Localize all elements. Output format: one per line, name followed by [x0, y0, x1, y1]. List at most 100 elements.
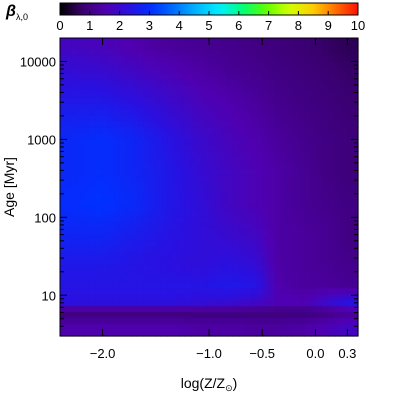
- heatmap-cell: [71, 300, 79, 307]
- heatmap-cell: [77, 91, 85, 99]
- heatmap-cell: [298, 258, 305, 266]
- heatmap-cell: [119, 97, 127, 105]
- heatmap-cell: [203, 127, 210, 134]
- heatmap-cell: [107, 115, 115, 123]
- heatmap-cell: [203, 91, 210, 99]
- heatmap-cell: [286, 234, 294, 242]
- heatmap-cell: [316, 103, 323, 111]
- heatmap-cell: [179, 288, 186, 295]
- heatmap-cell: [298, 192, 305, 200]
- heatmap-cell: [167, 181, 174, 188]
- heatmap-cell: [71, 258, 79, 266]
- heatmap-cell: [346, 252, 353, 260]
- heatmap-cell: [268, 192, 276, 200]
- heatmap-cell: [256, 318, 264, 325]
- heatmap-cell: [214, 282, 222, 289]
- heatmap-cell: [125, 163, 133, 170]
- heatmap-cell: [340, 38, 347, 45]
- heatmap-cell: [256, 288, 264, 295]
- heatmap-cell: [274, 139, 282, 146]
- heatmap-cell: [179, 282, 186, 289]
- heatmap-cell: [286, 192, 294, 200]
- heatmap-cell: [214, 234, 222, 242]
- heatmap-cell: [346, 73, 353, 81]
- heatmap-cell: [173, 306, 180, 313]
- heatmap-cell: [197, 79, 204, 87]
- heatmap-cell: [101, 324, 109, 331]
- heatmap-cell: [274, 210, 282, 218]
- heatmap-cell: [149, 175, 156, 182]
- heatmap-cell: [89, 151, 97, 158]
- heatmap-cell: [286, 61, 294, 69]
- heatmap-cell: [179, 204, 186, 212]
- heatmap-cell: [119, 55, 127, 63]
- heatmap-cell: [197, 175, 204, 182]
- heatmap-cell: [60, 157, 67, 164]
- heatmap-cell: [310, 204, 317, 212]
- heatmap-cell: [274, 234, 282, 242]
- heatmap-cell: [113, 204, 121, 212]
- heatmap-cell: [280, 228, 288, 236]
- heatmap-cell: [185, 264, 192, 272]
- heatmap-cell: [137, 103, 145, 111]
- heatmap-cell: [292, 163, 299, 170]
- heatmap-cell: [107, 252, 115, 260]
- heatmap-cell: [60, 198, 67, 206]
- heatmap-cell: [137, 312, 145, 319]
- heatmap-cell: [214, 258, 222, 266]
- heatmap-cell: [298, 139, 305, 146]
- heatmap-cell: [232, 222, 240, 230]
- heatmap-cell: [322, 103, 329, 111]
- heatmap-cell: [167, 145, 174, 152]
- heatmap-cell: [71, 324, 79, 331]
- heatmap-cell: [292, 282, 299, 289]
- heatmap-cell: [60, 276, 67, 283]
- heatmap-cell: [280, 216, 288, 224]
- heatmap-cell: [310, 276, 317, 283]
- heatmap-cell: [316, 157, 323, 164]
- heatmap-cell: [232, 103, 240, 111]
- heatmap-cell: [214, 121, 222, 128]
- heatmap-cell: [137, 270, 145, 277]
- heatmap-cell: [119, 67, 127, 75]
- heatmap-cell: [125, 85, 133, 93]
- heatmap-cell: [89, 252, 97, 260]
- heatmap-cell: [143, 187, 150, 194]
- heatmap-cell: [238, 139, 246, 146]
- heatmap-cell: [60, 228, 67, 236]
- heatmap-cell: [143, 145, 150, 152]
- heatmap-cell: [256, 228, 264, 236]
- heatmap-cell: [137, 145, 145, 152]
- heatmap-cell: [155, 133, 162, 140]
- heatmap-cell: [268, 288, 276, 295]
- heatmap-cell: [101, 175, 109, 182]
- heatmap-cell: [286, 157, 294, 164]
- heatmap-cell: [232, 318, 240, 325]
- heatmap-cell: [149, 55, 156, 63]
- heatmap-cell: [185, 187, 192, 194]
- heatmap-cell: [203, 151, 210, 158]
- heatmap-cell: [95, 67, 103, 75]
- heatmap-cell: [238, 49, 246, 57]
- heatmap-cell: [83, 228, 91, 236]
- heatmap-cell: [340, 175, 347, 182]
- heatmap-cell: [304, 246, 311, 254]
- heatmap-cell: [268, 61, 276, 69]
- heatmap-cell: [340, 139, 347, 146]
- heatmap-cell: [191, 181, 198, 188]
- heatmap-cell: [322, 306, 329, 313]
- heatmap-cell: [101, 228, 109, 236]
- heatmap-cell: [107, 38, 115, 45]
- heatmap-cell: [316, 264, 323, 272]
- heatmap-cell: [173, 157, 180, 164]
- heatmap-cell: [280, 252, 288, 260]
- heatmap-cell: [65, 55, 73, 63]
- heatmap-cell: [155, 192, 162, 200]
- heatmap-cell: [173, 204, 180, 212]
- heatmap-cell: [143, 61, 150, 69]
- heatmap-cell: [167, 133, 174, 140]
- heatmap-cell: [83, 288, 91, 295]
- heatmap-cell: [119, 318, 127, 325]
- heatmap-cell: [238, 91, 246, 99]
- heatmap-cell: [268, 169, 276, 176]
